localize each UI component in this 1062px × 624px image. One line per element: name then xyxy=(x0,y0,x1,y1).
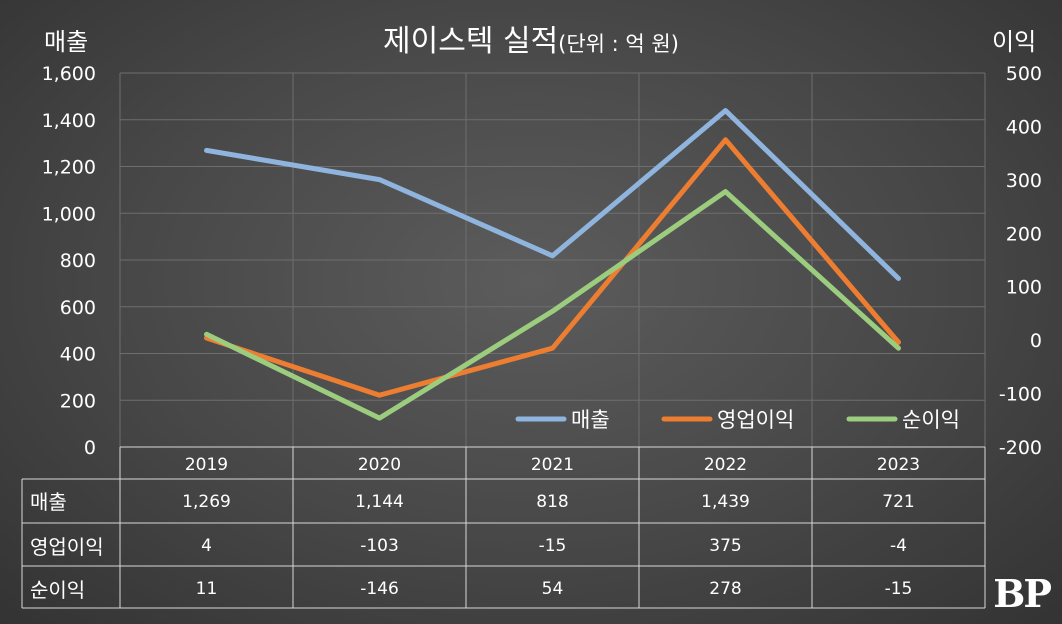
table-cell: 278 xyxy=(709,579,741,599)
x-tick-label: 2023 xyxy=(877,455,920,475)
legend-label: 매출 xyxy=(571,408,610,432)
table-cell: -15 xyxy=(539,536,567,556)
table-row-label-revenue: 매출 xyxy=(30,490,67,514)
left-tick-label: 1,400 xyxy=(42,110,96,132)
right-tick-label: 400 xyxy=(1006,116,1042,138)
chart-subtitle: (단위 : 억 원) xyxy=(558,32,679,56)
legend-label: 순이익 xyxy=(902,408,960,432)
left-axis-title: 매출 xyxy=(44,28,89,56)
right-tick-label: 0 xyxy=(1030,330,1042,352)
right-tick-label: 200 xyxy=(1006,223,1042,245)
chart-title-wrap: 제이스텍 실적(단위 : 억 원) xyxy=(0,16,1062,60)
left-tick-label: 1,000 xyxy=(42,203,96,225)
series-line xyxy=(204,137,901,398)
table-cell: 4 xyxy=(201,536,212,556)
left-tick-label: 600 xyxy=(60,297,96,319)
series-line xyxy=(204,189,901,421)
table-cell: 1,269 xyxy=(182,492,231,512)
table-cell: 1,144 xyxy=(355,492,404,512)
table-cell: -15 xyxy=(885,579,913,599)
right-axis-title: 이익 xyxy=(992,28,1037,56)
left-tick-label: 1,200 xyxy=(42,157,96,179)
right-tick-label: 500 xyxy=(1006,63,1042,85)
right-tick-label: 300 xyxy=(1006,170,1042,192)
right-tick-label: -100 xyxy=(999,384,1042,406)
chart-title: 제이스텍 실적 xyxy=(383,24,559,59)
table-cell: 11 xyxy=(196,579,218,599)
table-cell: 54 xyxy=(542,579,564,599)
table-cell: -4 xyxy=(890,536,907,556)
series-line xyxy=(204,108,901,281)
bp-logo: BP xyxy=(993,571,1052,616)
table-cell: 818 xyxy=(536,492,568,512)
left-tick-label: 800 xyxy=(60,250,96,272)
table-cell: 721 xyxy=(882,492,914,512)
table-row-label-operating-profit: 영업이익 xyxy=(30,535,104,559)
left-tick-label: 200 xyxy=(60,390,96,412)
right-tick-label: 100 xyxy=(1006,277,1042,299)
x-tick-label: 2022 xyxy=(704,455,747,475)
left-tick-label: 400 xyxy=(60,344,96,366)
x-tick-label: 2020 xyxy=(358,455,401,475)
left-tick-label: 0 xyxy=(84,437,96,459)
table-row-label-net-profit: 순이익 xyxy=(30,578,86,602)
table-cell: -146 xyxy=(360,579,399,599)
x-tick-label: 2019 xyxy=(185,455,228,475)
left-tick-label: 1,600 xyxy=(42,63,96,85)
table-cell: -103 xyxy=(360,536,399,556)
table-cell: 375 xyxy=(709,536,741,556)
legend-label: 영업이익 xyxy=(717,408,794,432)
x-tick-label: 2021 xyxy=(531,455,574,475)
table-cell: 1,439 xyxy=(701,492,750,512)
right-tick-label: -200 xyxy=(999,437,1042,459)
